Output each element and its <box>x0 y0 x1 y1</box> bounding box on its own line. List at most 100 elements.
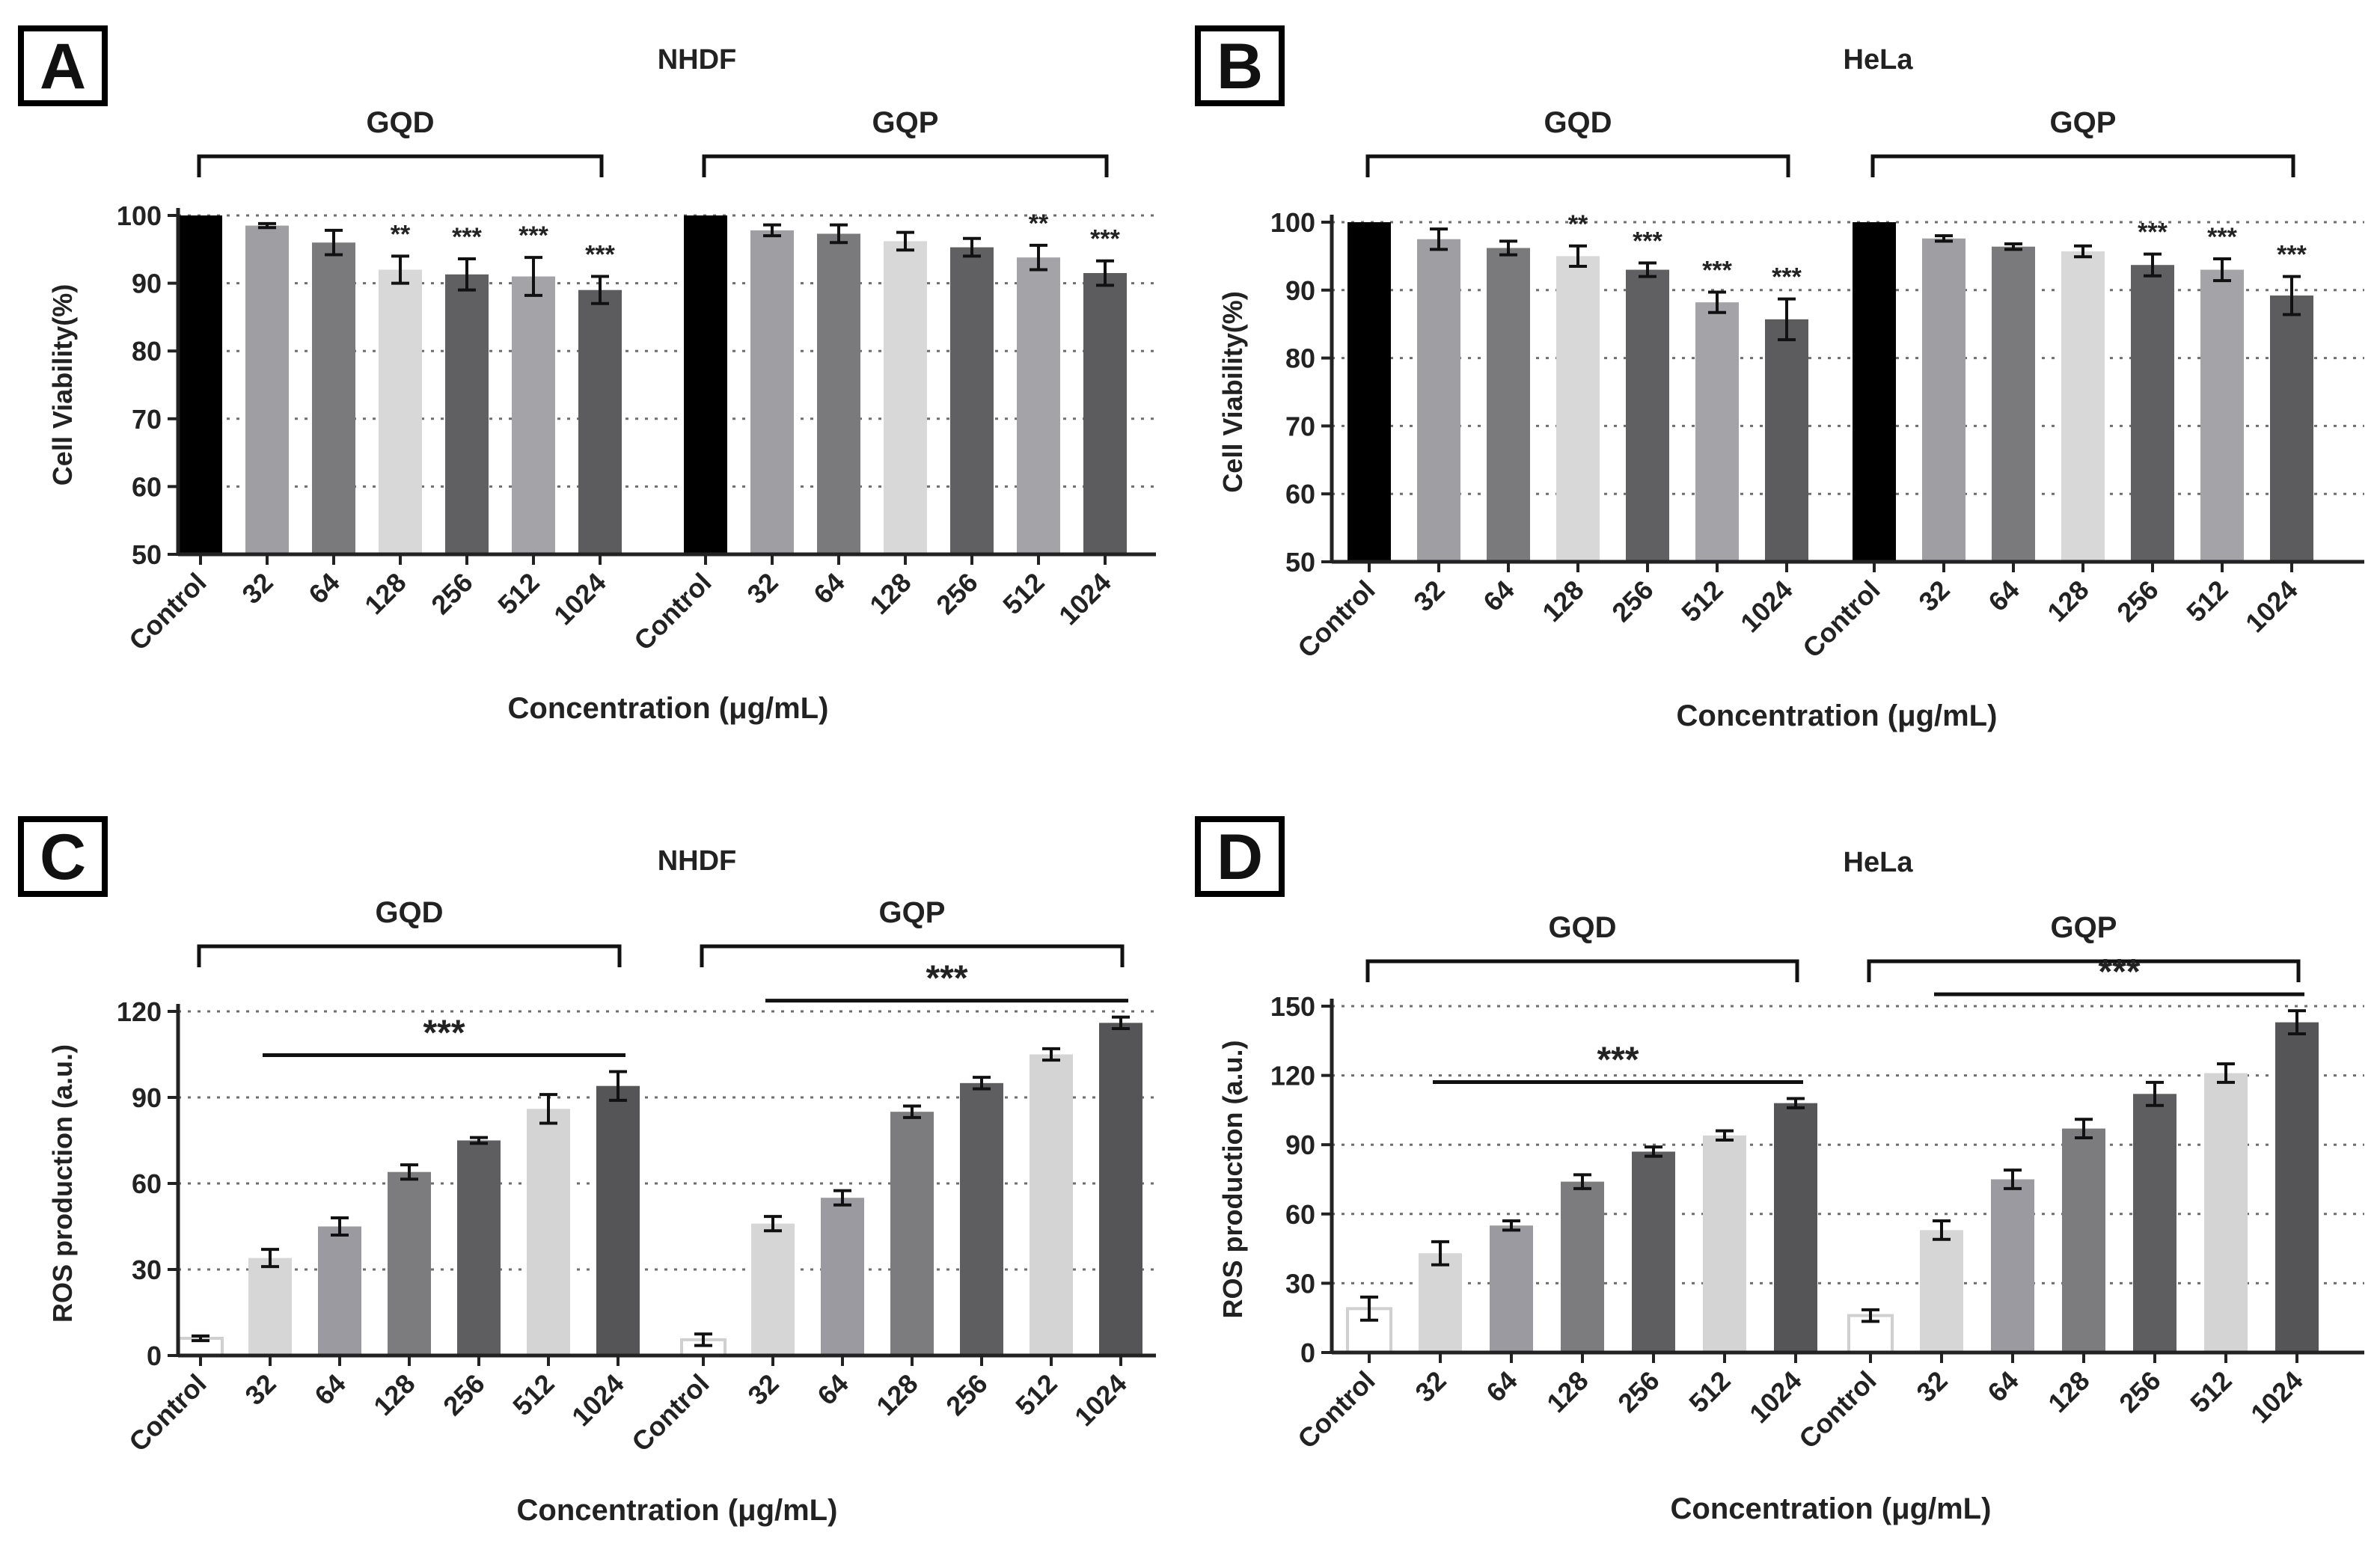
y-tick-label: 70 <box>132 404 162 435</box>
significance-label: *** <box>2207 223 2237 251</box>
x-tick-label: 512 <box>1675 575 1728 628</box>
x-axis-label: Concentration (μg/mL) <box>1677 699 1998 732</box>
x-tick-label: 32 <box>236 567 278 610</box>
x-tick-label: 32 <box>741 567 783 610</box>
x-tick-label: 64 <box>807 567 850 610</box>
y-tick-label: 60 <box>132 471 162 502</box>
x-tick-label: 512 <box>2184 1365 2237 1418</box>
bar <box>1920 1230 1963 1353</box>
significance-label: *** <box>423 1014 465 1053</box>
bar <box>1099 1023 1142 1356</box>
x-tick-label: 1024 <box>1743 1365 1808 1430</box>
bar <box>821 1198 864 1356</box>
x-tick-label: 1024 <box>548 567 612 631</box>
bar <box>2200 269 2244 562</box>
series-gqp: Control 32 64 128 256 512 1024 GQP *** <box>625 896 1142 1457</box>
series-gqp: Control 32 64 128 256 ** 512 *** 1024 GQP <box>628 106 1127 656</box>
x-tick-label: 32 <box>1407 575 1450 617</box>
x-tick-label: 512 <box>492 567 545 620</box>
series-gqd: Control 32 64 ** 128 *** 256 *** 512 *** 1024 GQD <box>1291 106 1808 664</box>
x-tick-label: 64 <box>1477 575 1520 617</box>
panel-letter: A <box>40 31 86 102</box>
panel-letter-box <box>18 816 108 897</box>
bar <box>1922 238 1966 562</box>
significance-label: *** <box>1090 225 1120 254</box>
bar <box>1626 269 1669 562</box>
y-tick-label: 70 <box>1285 411 1315 441</box>
x-axis-label: Concentration (μg/mL) <box>508 692 829 725</box>
y-tick-label: 90 <box>132 269 162 299</box>
bar <box>1991 1179 2034 1353</box>
group-bracket <box>1870 154 2295 177</box>
y-tick-label: 120 <box>1270 1061 1315 1091</box>
bar <box>1017 257 1060 554</box>
chart-title: HeLa <box>1844 44 1914 76</box>
group-label: GQD <box>1544 106 1612 139</box>
bar <box>750 230 794 554</box>
significance-label: ** <box>391 220 411 248</box>
significance-label: *** <box>585 241 615 269</box>
y-axis-label: Cell Viability(%) <box>1217 291 1248 492</box>
x-tick-label: 256 <box>930 567 983 620</box>
group-bracket <box>700 944 1125 967</box>
group-label: GQD <box>375 896 443 929</box>
bar <box>817 233 860 554</box>
significance-label: *** <box>1702 257 1732 285</box>
x-tick-label: 256 <box>2113 1365 2166 1418</box>
bar <box>2061 251 2105 562</box>
x-tick-label: 512 <box>1009 1368 1062 1421</box>
group-label: GQP <box>872 106 939 139</box>
y-axis-label: ROS production (a.u.) <box>47 1044 78 1323</box>
x-tick-label: Control <box>1291 575 1380 664</box>
bar <box>1561 1181 1604 1353</box>
chart-panel-a: A NHDF Control 32 64 ** 128 *** 256 *** 512 *** 1024… <box>18 25 1156 725</box>
x-tick-label: 128 <box>2041 575 2094 628</box>
significance-label: *** <box>1633 227 1662 255</box>
y-tick-label: 50 <box>1285 547 1315 578</box>
bar <box>512 276 555 554</box>
x-tick-label: 64 <box>1480 1365 1523 1408</box>
bar <box>248 1258 292 1356</box>
x-tick-label: 512 <box>1683 1365 1736 1418</box>
y-tick-label: 90 <box>132 1082 162 1113</box>
bar <box>751 1223 795 1356</box>
group-bracket <box>197 154 604 177</box>
x-tick-label: 256 <box>425 567 478 620</box>
bar <box>1695 302 1739 562</box>
bar <box>950 247 994 554</box>
bar <box>2270 295 2313 562</box>
y-tick-label: 80 <box>132 336 162 367</box>
x-tick-label: 64 <box>308 1368 351 1411</box>
x-tick-label: 512 <box>997 567 1050 620</box>
x-tick-label: Control <box>1291 1365 1380 1454</box>
series-gqd: Control 32 64 128 256 512 1024 GQD *** <box>123 896 640 1457</box>
y-tick-label: 30 <box>132 1255 162 1285</box>
panel-letter-box <box>18 25 108 106</box>
significance-label: ** <box>1568 210 1588 239</box>
bar <box>596 1085 640 1356</box>
panel-letter: D <box>1217 821 1263 893</box>
bar <box>1490 1225 1533 1353</box>
group-bracket <box>1867 959 2301 982</box>
chart-panel-b: B HeLa Control 32 64 ** 128 *** 256 *** 512 *** 1024… <box>1195 25 2364 732</box>
x-tick-label: 32 <box>1409 1365 1451 1408</box>
series-gqd: Control 32 64 ** 128 *** 256 *** 512 *** 1024 GQD <box>123 106 622 656</box>
x-tick-label: Control <box>625 1368 715 1457</box>
bar <box>1765 319 1808 562</box>
x-tick-label: 1024 <box>2239 575 2304 639</box>
group-label: GQP <box>2050 106 2117 139</box>
bar <box>1632 1151 1675 1353</box>
x-tick-label: 64 <box>1982 575 2025 617</box>
y-axis-label: Cell Viability(%) <box>47 284 78 485</box>
x-tick-label: 1024 <box>2245 1365 2309 1430</box>
x-tick-label: 1024 <box>1068 1368 1133 1433</box>
x-tick-label: 64 <box>1981 1365 2024 1408</box>
group-bracket <box>1365 959 1799 982</box>
bar <box>884 241 927 554</box>
group-label: GQD <box>1548 911 1616 944</box>
x-tick-label: 128 <box>358 567 412 620</box>
x-tick-label: 32 <box>741 1368 784 1411</box>
